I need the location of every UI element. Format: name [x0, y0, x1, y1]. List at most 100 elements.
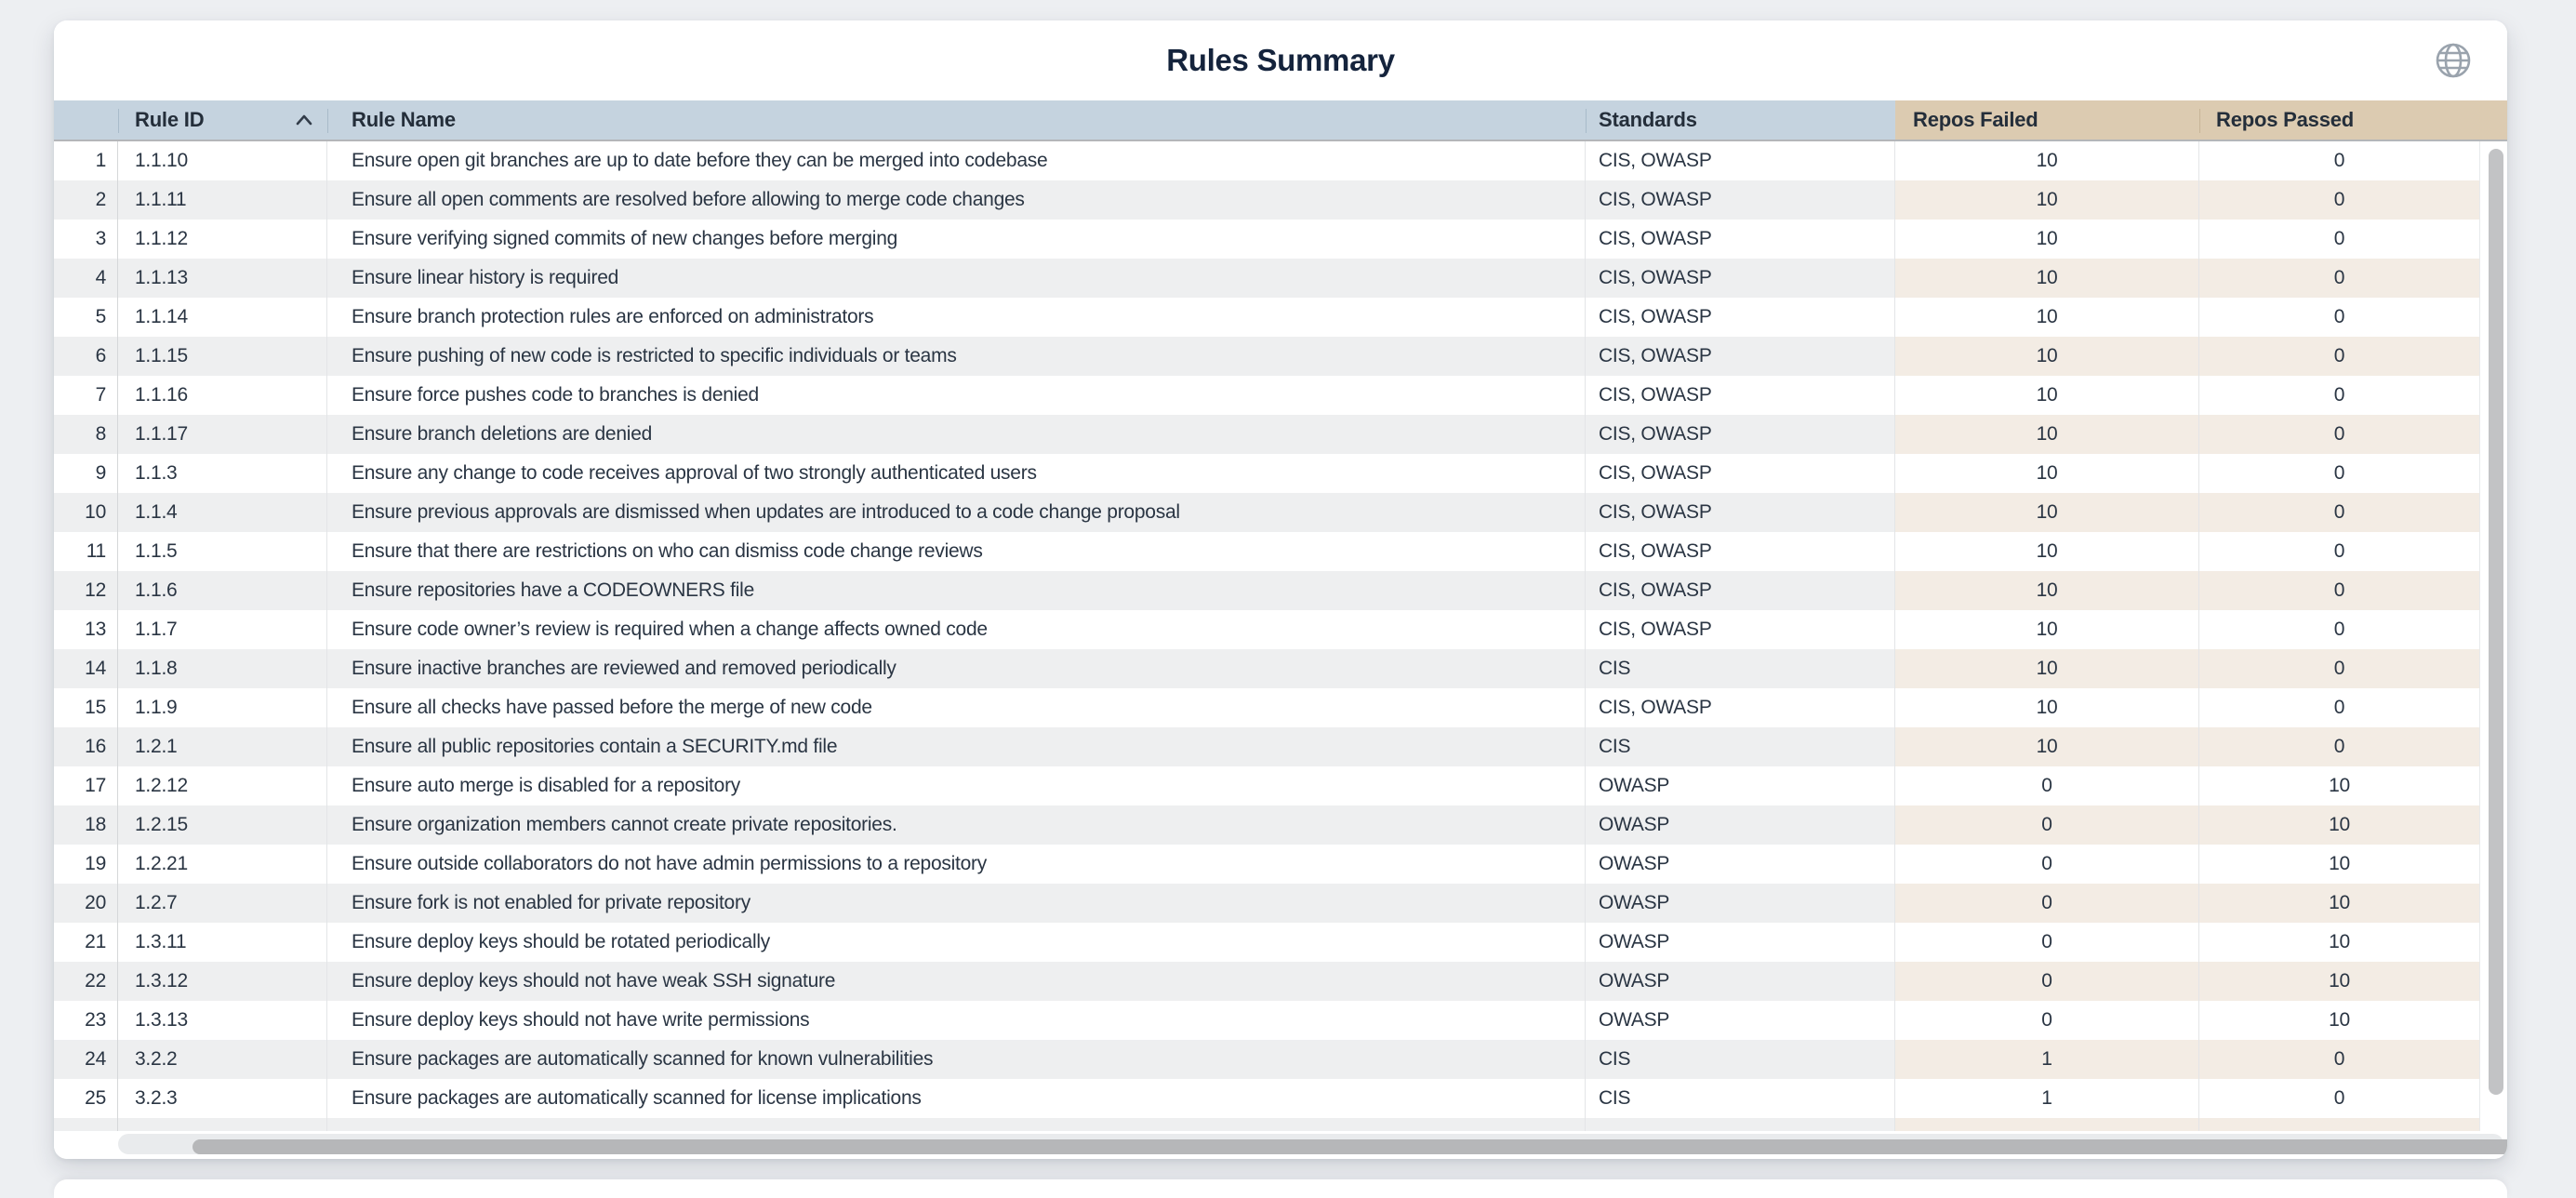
- cell-standards: CIS, OWASP: [1586, 180, 1895, 220]
- cell-repos-failed: 10: [1895, 259, 2199, 298]
- cell-repos-passed: 0: [2199, 180, 2480, 220]
- cell-row-number: 12: [54, 571, 118, 610]
- cell-row-number: 18: [54, 805, 118, 845]
- cell-rule-name: Ensure inactive branches are reviewed an…: [327, 649, 1586, 688]
- header-separator: [118, 109, 119, 133]
- header-repos-passed-label: Repos Passed: [2216, 108, 2355, 131]
- cell-repos-passed: 10: [2199, 805, 2480, 845]
- cell-rule-id: 3.2.3: [118, 1079, 327, 1118]
- header-rule-id-label: Rule ID: [135, 108, 205, 131]
- table-row[interactable]: 23 1.3.13 Ensure deploy keys should not ha…: [54, 1001, 2480, 1040]
- table-row[interactable]: 21 1.3.11 Ensure deploy keys should be rot…: [54, 923, 2480, 962]
- cell-repos-passed: 0: [2199, 571, 2480, 610]
- table-row[interactable]: 22 1.3.12 Ensure deploy keys should not ha…: [54, 962, 2480, 1001]
- cell-standards: CIS, OWASP: [1586, 141, 1895, 180]
- cell-rule-name: Ensure packages are automatically scanne…: [327, 1040, 1586, 1079]
- table-row[interactable]: 19 1.2.21 Ensure outside collaborators do …: [54, 845, 2480, 884]
- cell-rule-name: Ensure packages are automatically scanne…: [327, 1079, 1586, 1118]
- cell-row-number: 8: [54, 415, 118, 454]
- cell-repos-failed: 10: [1895, 337, 2199, 376]
- table-row[interactable]: 5 1.1.14 Ensure branch protection rules ar…: [54, 298, 2480, 337]
- table-row[interactable]: 12 1.1.6 Ensure repositories have a CODEOW…: [54, 571, 2480, 610]
- header-rule-name-label: Rule Name: [352, 108, 456, 131]
- cell-repos-passed: 0: [2199, 220, 2480, 259]
- table-row[interactable]: [54, 1118, 2480, 1131]
- cell-repos-failed: 0: [1895, 1001, 2199, 1040]
- cell-rule-id: 1.1.10: [118, 141, 327, 180]
- cell-standards: CIS, OWASP: [1586, 376, 1895, 415]
- globe-button[interactable]: [2433, 40, 2474, 81]
- table-row[interactable]: 4 1.1.13 Ensure linear history is required…: [54, 259, 2480, 298]
- table-row[interactable]: 17 1.2.12 Ensure auto merge is disabled fo…: [54, 766, 2480, 805]
- cell-row-number: 16: [54, 727, 118, 766]
- table-row[interactable]: 25 3.2.3 Ensure packages are automatically…: [54, 1079, 2480, 1118]
- cell-rule-name: Ensure pushing of new code is restricted…: [327, 337, 1586, 376]
- cell-rule-name: Ensure code owner’s review is required w…: [327, 610, 1586, 649]
- cell-rule-name: Ensure all public repositories contain a…: [327, 727, 1586, 766]
- horizontal-scrollbar[interactable]: [118, 1134, 2507, 1154]
- table-row[interactable]: 20 1.2.7 Ensure fork is not enabled for pr…: [54, 884, 2480, 923]
- cell-row-number: 4: [54, 259, 118, 298]
- table-row[interactable]: 14 1.1.8 Ensure inactive branches are revi…: [54, 649, 2480, 688]
- cell-standards: OWASP: [1586, 845, 1895, 884]
- cell-repos-failed: 10: [1895, 571, 2199, 610]
- table-row[interactable]: 10 1.1.4 Ensure previous approvals are dis…: [54, 493, 2480, 532]
- cell-repos-passed: 10: [2199, 962, 2480, 1001]
- cell-repos-failed: 10: [1895, 727, 2199, 766]
- cell-rule-name: Ensure branch protection rules are enfor…: [327, 298, 1586, 337]
- table-header: Rule ID Rule Name Standards Repos Failed…: [54, 100, 2507, 141]
- cell-repos-failed: 10: [1895, 649, 2199, 688]
- cell-rule-id: [118, 1118, 327, 1131]
- cell-standards: CIS: [1586, 1040, 1895, 1079]
- table-row[interactable]: 18 1.2.15 Ensure organization members cann…: [54, 805, 2480, 845]
- cell-rule-name: Ensure force pushes code to branches is …: [327, 376, 1586, 415]
- cell-rule-id: 1.1.4: [118, 493, 327, 532]
- header-repos-passed[interactable]: Repos Passed: [2199, 100, 2480, 140]
- horizontal-scrollbar-thumb[interactable]: [193, 1139, 2507, 1154]
- table-row[interactable]: 7 1.1.16 Ensure force pushes code to branc…: [54, 376, 2480, 415]
- table-row[interactable]: 2 1.1.11 Ensure all open comments are reso…: [54, 180, 2480, 220]
- cell-row-number: 24: [54, 1040, 118, 1079]
- cell-row-number: 13: [54, 610, 118, 649]
- header-standards[interactable]: Standards: [1586, 100, 1895, 140]
- table-row[interactable]: 13 1.1.7 Ensure code owner’s review is req…: [54, 610, 2480, 649]
- header-separator: [1586, 109, 1587, 133]
- cell-standards: [1586, 1118, 1895, 1131]
- table-row[interactable]: 15 1.1.9 Ensure all checks have passed bef…: [54, 688, 2480, 727]
- cell-rule-id: 1.1.3: [118, 454, 327, 493]
- cell-standards: OWASP: [1586, 805, 1895, 845]
- table-row[interactable]: 1 1.1.10 Ensure open git branches are up t…: [54, 141, 2480, 180]
- cell-rule-name: Ensure branch deletions are denied: [327, 415, 1586, 454]
- table-row[interactable]: 16 1.2.1 Ensure all public repositories co…: [54, 727, 2480, 766]
- header-rule-name[interactable]: Rule Name: [327, 100, 1586, 140]
- header-filler: [2480, 100, 2507, 140]
- table-row[interactable]: 11 1.1.5 Ensure that there are restriction…: [54, 532, 2480, 571]
- title-bar: Rules Summary: [54, 20, 2507, 100]
- cell-repos-passed: 10: [2199, 1001, 2480, 1040]
- cell-repos-failed: 10: [1895, 610, 2199, 649]
- cell-row-number: 15: [54, 688, 118, 727]
- cell-row-number: 21: [54, 923, 118, 962]
- cell-repos-failed: 10: [1895, 493, 2199, 532]
- header-repos-failed[interactable]: Repos Failed: [1895, 100, 2199, 140]
- cell-rule-id: 1.1.7: [118, 610, 327, 649]
- table-row[interactable]: 3 1.1.12 Ensure verifying signed commits o…: [54, 220, 2480, 259]
- table-row[interactable]: 8 1.1.17 Ensure branch deletions are denie…: [54, 415, 2480, 454]
- table-row[interactable]: 6 1.1.15 Ensure pushing of new code is res…: [54, 337, 2480, 376]
- vertical-scrollbar-thumb[interactable]: [2489, 149, 2503, 1095]
- cell-rule-id: 1.2.21: [118, 845, 327, 884]
- header-separator: [2199, 109, 2200, 133]
- table-row[interactable]: 24 3.2.2 Ensure packages are automatically…: [54, 1040, 2480, 1079]
- table-row[interactable]: 9 1.1.3 Ensure any change to code receives…: [54, 454, 2480, 493]
- cell-standards: CIS, OWASP: [1586, 571, 1895, 610]
- cell-row-number: 11: [54, 532, 118, 571]
- header-rule-id[interactable]: Rule ID: [118, 100, 327, 140]
- cell-repos-failed: 10: [1895, 141, 2199, 180]
- cell-standards: OWASP: [1586, 923, 1895, 962]
- cell-standards: OWASP: [1586, 766, 1895, 805]
- cell-standards: CIS: [1586, 1079, 1895, 1118]
- cell-rule-name: Ensure fork is not enabled for private r…: [327, 884, 1586, 923]
- cell-repos-failed: 0: [1895, 805, 2199, 845]
- cell-repos-passed: 0: [2199, 1040, 2480, 1079]
- header-separator: [327, 109, 328, 133]
